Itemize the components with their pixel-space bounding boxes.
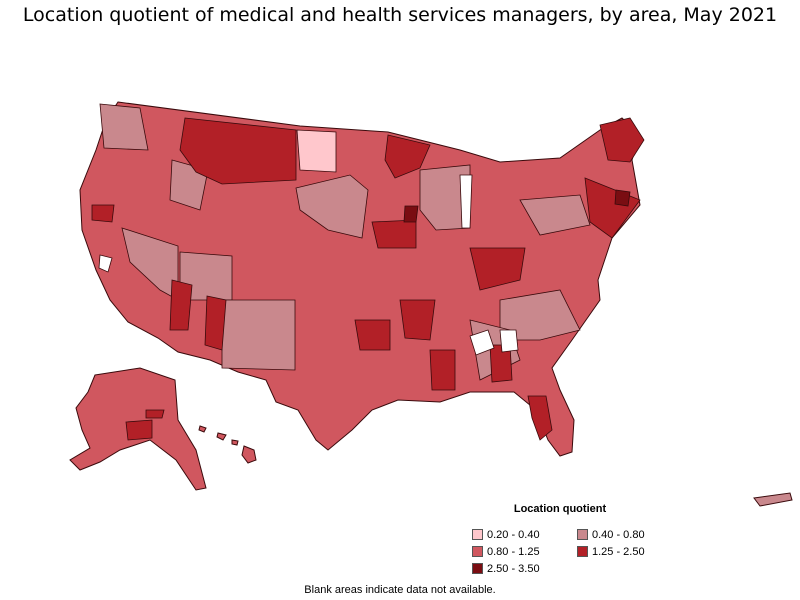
legend-label: 1.25 - 2.50 <box>592 545 645 558</box>
lq-2-50-3-50-areas <box>403 189 631 223</box>
puerto-rico-region[interactable] <box>753 492 793 507</box>
legend-label: 0.20 - 0.40 <box>487 528 540 541</box>
legend-swatch <box>577 529 588 540</box>
map-title: Location quotient of medical and health … <box>22 4 778 26</box>
legend-swatch <box>472 529 483 540</box>
hawaii-region[interactable] <box>198 425 257 464</box>
lq-1-25-2-50-areas <box>91 117 645 441</box>
legend-swatch <box>472 563 483 574</box>
legend-label: 0.40 - 0.80 <box>592 528 645 541</box>
legend-item-0-20-0-40: 0.20 - 0.40 <box>472 527 577 542</box>
lq-0-20-0-40-area <box>296 129 337 173</box>
legend-item-2-50-3-50: 2.50 - 3.50 <box>472 561 577 576</box>
legend-item-1-25-2-50: 1.25 - 2.50 <box>577 544 682 559</box>
legend-item-0-40-0-80: 0.40 - 0.80 <box>577 527 682 542</box>
blank-areas-note: Blank areas indicate data not available. <box>304 584 496 596</box>
legend-label: 0.80 - 1.25 <box>487 545 540 558</box>
legend-title: Location quotient <box>513 503 607 515</box>
legend-label: 2.50 - 3.50 <box>487 562 540 575</box>
map-legend: Location quotient 0.20 - 0.40 0.40 - 0.8… <box>450 503 670 576</box>
blank-areas <box>98 174 519 356</box>
legend-grid: 0.20 - 0.40 0.40 - 0.80 0.80 - 1.25 1.25… <box>450 527 670 576</box>
legend-swatch <box>577 546 588 557</box>
legend-item-0-80-1-25: 0.80 - 1.25 <box>472 544 577 559</box>
legend-swatch <box>472 546 483 557</box>
